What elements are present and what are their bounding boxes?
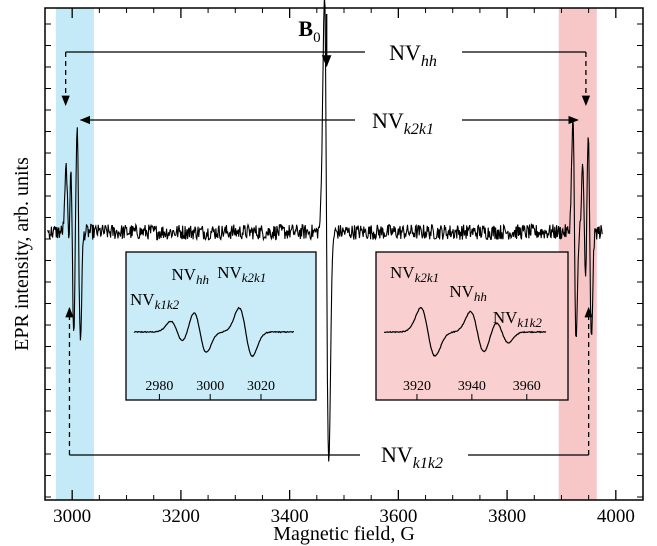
right-inset-peak-label: NVk2k1 (390, 263, 439, 285)
left-inset-peak-label: NVhh (171, 265, 209, 287)
x-tick-label: 3600 (379, 506, 417, 527)
left-inset: 2980 3000 3020 NVk1k2 NVhh NVk2k1 (125, 251, 317, 401)
x-tick-label: 3800 (488, 506, 526, 527)
peak-assignment-arrows: NVhh NVk2k1 NVk1k2 B0 (61, 14, 593, 472)
left-inset-peak-label: NVk1k2 (130, 290, 180, 312)
b0-label: B0 (298, 16, 320, 46)
insets: 2980 3000 3020 NVk1k2 NVhh NVk2k1 3920 3940 3960… (125, 251, 569, 401)
x-tick-label: 4000 (597, 506, 635, 527)
right-inset-peak-label: NVk1k2 (493, 308, 543, 330)
nvhh-label: NVhh (389, 40, 437, 70)
nvk2k1-label: NVk2k1 (372, 108, 434, 138)
x-axis-label: Magnetic field, G (273, 523, 415, 545)
x-tick-label: 3200 (162, 506, 200, 527)
x-tick-label: 3400 (271, 506, 309, 527)
main-trace (47, 0, 603, 462)
right-inset: 3920 3940 3960 NVk2k1 NVhh NVk1k2 (375, 251, 569, 401)
left-inset-frame (125, 251, 317, 401)
left-inset-trace (133, 306, 294, 358)
left-inset-tick-label: 3020 (247, 379, 275, 394)
right-inset-peak-label: NVhh (449, 282, 487, 304)
x-tick-label: 3000 (53, 506, 91, 527)
right-inset-frame (375, 251, 569, 401)
left-inset-tick-label: 3000 (196, 379, 224, 394)
left-inset-tick-label: 2980 (145, 379, 173, 394)
right-inset-trace (384, 306, 547, 357)
y-axis-label: EPR intensity, arb. units (11, 157, 33, 351)
spectrum-line (47, 0, 603, 462)
right-inset-tick-label: 3960 (513, 379, 541, 394)
left-inset-peak-label: NVk2k1 (217, 263, 266, 285)
nvk1k2-label: NVk1k2 (381, 442, 443, 472)
right-inset-tick-label: 3920 (403, 379, 431, 394)
right-inset-tick-label: 3940 (458, 379, 486, 394)
axes: 3000 3200 3400 3600 3800 4000 (44, 8, 644, 527)
